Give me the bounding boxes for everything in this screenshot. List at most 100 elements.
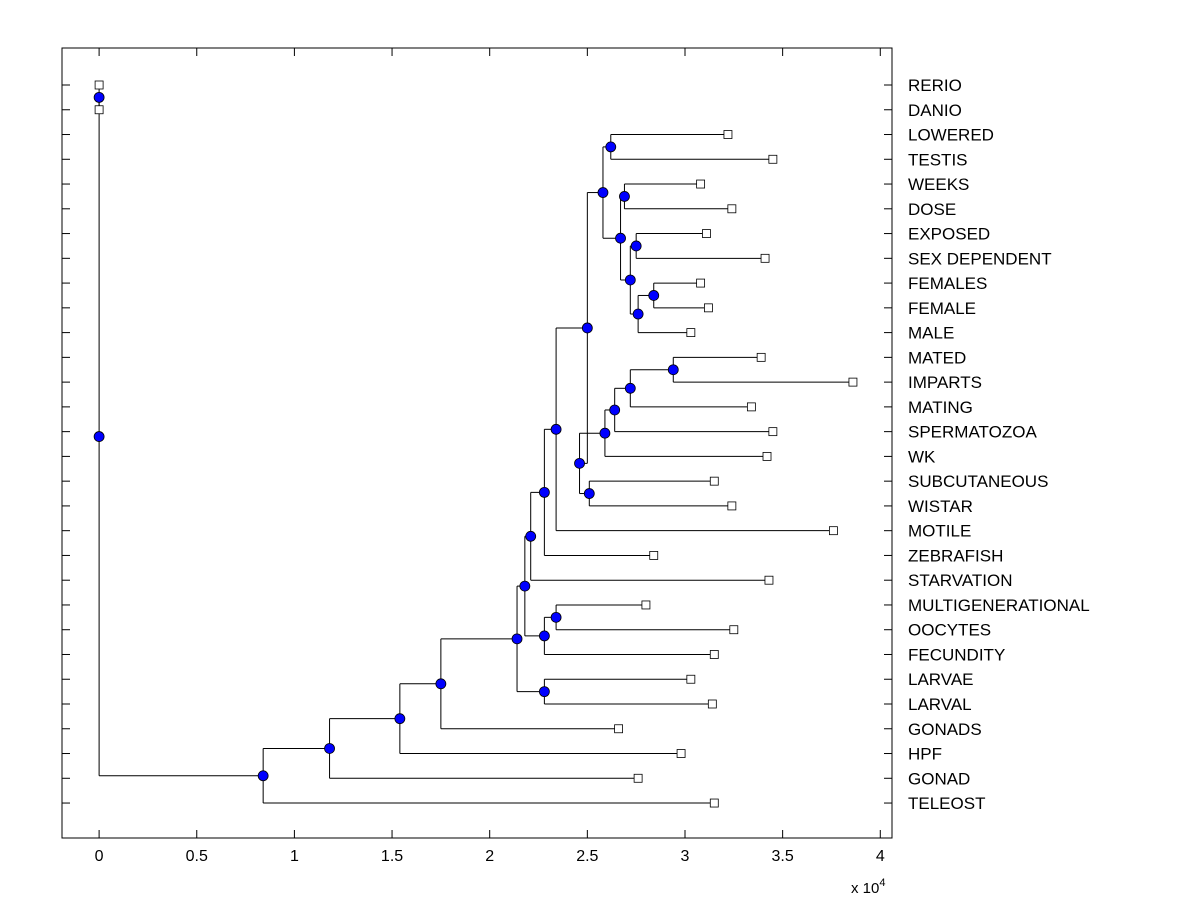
- leaf-node-hpf: [676, 749, 686, 758]
- leaf-node-multigenerational: [641, 600, 651, 610]
- leaf-label: MATING: [908, 398, 973, 417]
- x-axis-multiplier-label: x 104: [851, 877, 885, 897]
- leaf-label: WISTAR: [908, 497, 973, 516]
- leaf-node-rerio: [94, 80, 104, 90]
- leaf-label: SPERMATOZOA: [908, 423, 1037, 442]
- x-tick-label: 2.5: [576, 848, 598, 865]
- leaf-node-female: [704, 303, 713, 313]
- cluster-node-T: [550, 611, 562, 623]
- cluster-node-X: [511, 633, 523, 645]
- cluster-node-A: [93, 91, 105, 103]
- leaf-label: EXPOSED: [908, 225, 990, 244]
- x-tick-label: 2: [485, 848, 494, 865]
- cluster-node-S: [525, 530, 537, 542]
- leaf-label: WK: [908, 447, 936, 466]
- x-axis-multiplier-exponent: 4: [879, 877, 885, 889]
- leaf-label: MULTIGENERATIONAL: [908, 596, 1090, 615]
- leaf-node-spermatozoa: [768, 427, 778, 437]
- cluster-node-O: [574, 457, 585, 469]
- x-tick-label: 3: [681, 848, 690, 865]
- cluster-node-N: [583, 488, 595, 499]
- x-tick-label: 3.5: [772, 848, 794, 865]
- cluster-node-AA: [324, 743, 335, 754]
- leaf-label: TESTIS: [908, 150, 968, 169]
- leaf-node-subcutaneous: [709, 476, 719, 486]
- leaf-label: DOSE: [908, 200, 956, 219]
- cluster-node-J: [667, 364, 679, 376]
- leaf-label: LARVAL: [908, 695, 972, 714]
- leaf-node-exposed: [702, 229, 711, 238]
- dendrogram-markers: [93, 80, 858, 808]
- leaf-label: SUBCUTANEOUS: [908, 472, 1048, 491]
- leaf-label: TELEOST: [908, 794, 985, 813]
- leaf-node-zebrafish: [649, 551, 659, 560]
- leaf-node-wistar: [727, 501, 737, 511]
- leaf-node-wk: [762, 451, 772, 461]
- leaf-label: LARVAE: [908, 670, 974, 689]
- leaf-label: SEX DEPENDENT: [908, 249, 1052, 268]
- x-axis: 0 0.5 1 1.5 2 2.5 3 3.5 4: [95, 48, 885, 865]
- leaf-label: HPF: [908, 745, 942, 764]
- cluster-node-L: [609, 404, 621, 416]
- leaf-node-mated: [756, 352, 766, 362]
- leaf-node-gonads: [614, 724, 623, 734]
- leaf-node-male: [686, 328, 696, 338]
- cluster-node-B: [605, 141, 617, 153]
- leaf-label: GONADS: [908, 720, 982, 739]
- leaf-label: RERIO: [908, 76, 962, 95]
- cluster-node-P: [581, 322, 593, 334]
- leaf-label: LOWERED: [908, 126, 994, 145]
- leaf-label-group: RERIO DANIO LOWERED TESTIS WEEKS DOSE EXPOSED S…: [908, 76, 1090, 813]
- leaf-node-larval: [707, 699, 717, 709]
- leaf-node-danio: [94, 105, 104, 115]
- cluster-node-C: [619, 191, 630, 202]
- leaf-node-oocytes: [729, 625, 739, 635]
- cluster-node-H: [615, 232, 626, 244]
- cluster-node-K: [624, 382, 636, 394]
- plot-area-frame: [61, 47, 893, 839]
- leaf-node-teleost: [709, 798, 719, 808]
- x-tick-label: 1.5: [381, 848, 403, 865]
- leaf-label: ZEBRAFISH: [908, 546, 1003, 565]
- leaf-node-gonad: [633, 773, 643, 783]
- leaf-label: FEMALES: [908, 274, 987, 293]
- leaf-label: STARVATION: [908, 571, 1013, 590]
- x-tick-label: 4: [876, 848, 885, 865]
- cluster-node-R: [538, 486, 550, 498]
- leaf-label: WEEKS: [908, 175, 969, 194]
- x-tick-label: 0.5: [186, 848, 208, 865]
- cluster-node-I: [597, 187, 609, 198]
- cluster-node-M: [599, 427, 611, 439]
- leaf-label: DANIO: [908, 101, 962, 120]
- leaf-node-motile: [829, 526, 838, 536]
- cluster-node-ROOT: [93, 431, 105, 442]
- leaf-node-weeks: [696, 179, 706, 189]
- leaf-node-mating: [746, 402, 756, 412]
- leaf-node-females: [696, 278, 706, 288]
- leaf-label: IMPARTS: [908, 373, 982, 392]
- cluster-node-E: [648, 290, 660, 301]
- leaf-label: FECUNDITY: [908, 645, 1005, 664]
- cluster-node-F: [632, 308, 644, 320]
- cluster-node-Y: [435, 678, 447, 690]
- cluster-node-G: [624, 274, 636, 286]
- leaf-node-lowered: [723, 130, 733, 139]
- leaf-node-sex-dependent: [760, 253, 770, 263]
- leaf-node-testis: [768, 154, 778, 164]
- leaf-node-imparts: [848, 377, 858, 387]
- cluster-node-W: [538, 686, 550, 698]
- leaf-label: FEMALE: [908, 299, 976, 318]
- leaf-label: MALE: [908, 324, 954, 343]
- cluster-node-V: [519, 580, 531, 592]
- cluster-node-U: [538, 630, 550, 642]
- leaf-label: OOCYTES: [908, 621, 991, 640]
- x-tick-label: 0: [95, 848, 104, 865]
- leaf-label: GONAD: [908, 769, 970, 788]
- leaf-node-larvae: [686, 674, 696, 684]
- x-tick-label: 1: [290, 848, 299, 865]
- leaf-node-fecundity: [709, 650, 719, 659]
- leaf-label: MOTILE: [908, 522, 971, 541]
- y-axis: [62, 84, 892, 804]
- cluster-node-D: [630, 240, 642, 252]
